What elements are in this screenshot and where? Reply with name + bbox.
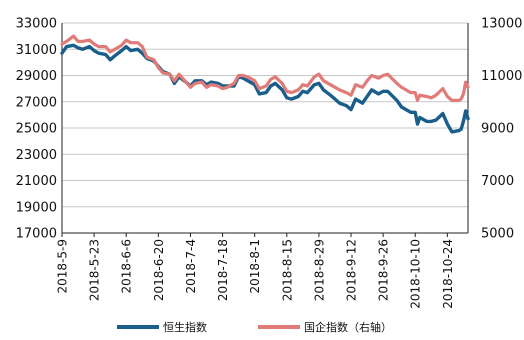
right-y-axis: 5000 7000 9000 11000 13000 — [467, 17, 522, 242]
x-tick-label: 2018-6-20 — [152, 239, 166, 301]
x-tick-label: 2018-8-1 — [248, 239, 262, 293]
left-tick-label: 29000 — [16, 69, 57, 84]
series-line-hsi — [60, 43, 470, 134]
legend-label: 国企指数（右轴） — [304, 320, 392, 334]
left-tick-label: 23000 — [16, 148, 57, 163]
right-tick-label: 7000 — [481, 174, 514, 189]
x-tick-label: 2018-7-4 — [184, 239, 198, 293]
x-tick-label: 2018-10-10 — [409, 239, 423, 309]
right-tick-label: 13000 — [481, 17, 522, 32]
right-tick-label: 9000 — [481, 122, 514, 137]
x-tick-label: 2018-8-29 — [312, 239, 326, 301]
left-tick-label: 21000 — [16, 174, 57, 189]
x-tick-label: 2018-9-26 — [377, 239, 391, 301]
legend: 恒生指数 国企指数（右轴） — [117, 320, 392, 334]
x-tick-label: 2018-8-15 — [280, 239, 294, 301]
x-tick-label: 2018-5-9 — [56, 239, 70, 293]
x-tick-label: 2018-7-18 — [216, 239, 230, 301]
right-tick-label: 5000 — [481, 227, 514, 242]
left-tick-label: 19000 — [16, 200, 57, 215]
right-tick-label: 11000 — [481, 69, 522, 84]
series-line-hscei — [60, 34, 470, 102]
left-tick-label: 25000 — [16, 122, 57, 137]
grid-lines — [62, 22, 468, 234]
series-layer — [60, 34, 470, 134]
left-y-axis: 17000 19000 21000 23000 25000 27000 29000 31000… — [16, 17, 63, 242]
x-tick-label: 2018-5-23 — [88, 239, 102, 301]
left-tick-label: 27000 — [16, 95, 57, 110]
left-tick-label: 31000 — [16, 43, 57, 58]
left-tick-label: 17000 — [16, 227, 57, 242]
x-tick-label: 2018-6-6 — [120, 239, 134, 293]
x-tick-label: 2018-10-24 — [441, 239, 455, 309]
x-tick-label: 2018-9-12 — [345, 239, 359, 301]
legend-label: 恒生指数 — [163, 320, 207, 334]
left-tick-label: 33000 — [16, 17, 57, 32]
x-axis: 2018-5-9 2018-5-23 2018-6-6 2018-6-20 2018-7… — [56, 232, 468, 309]
